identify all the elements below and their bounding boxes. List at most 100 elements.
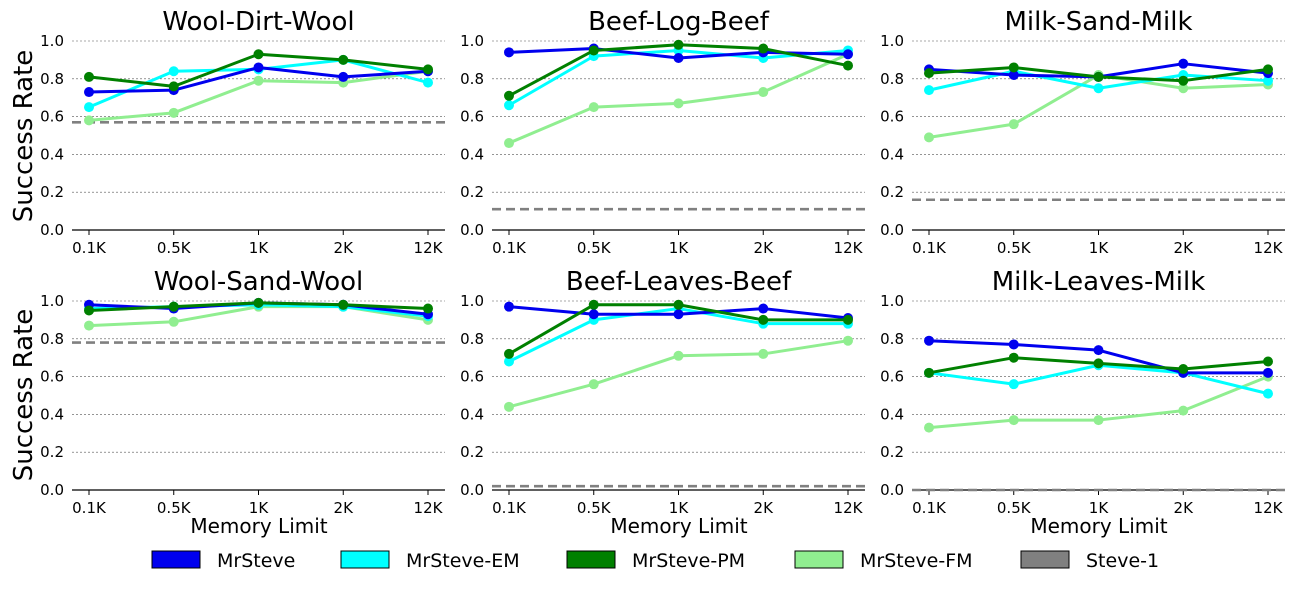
data-point <box>84 102 94 113</box>
data-point <box>1008 119 1019 130</box>
legend-swatch <box>1020 550 1070 569</box>
data-point <box>924 367 934 378</box>
panel-4: Wool-Sand-Wool 0.0 0.2 0.4 0.6 0.8 1.0 0.1K 0.5K… <box>40 267 445 517</box>
data-point <box>673 309 684 320</box>
legend: MrSteve MrSteve-EM MrSteve-PM MrSteve-FM Ste… <box>151 550 1159 572</box>
x-tick-label: 1K <box>249 499 270 517</box>
panel-3: Milk-Sand-Milk 0.0 0.2 0.4 0.6 0.8 1.0 0.1K 0.5K… <box>880 7 1285 257</box>
panel-title: Beef-Log-Beef <box>588 7 770 37</box>
data-point <box>504 138 514 149</box>
data-point <box>1008 352 1019 363</box>
y-tick-label: 1.0 <box>40 32 64 50</box>
data-point <box>1178 75 1189 86</box>
legend-swatch <box>151 550 201 569</box>
data-point <box>843 314 853 325</box>
x-tick-label: 0.5K <box>157 239 192 257</box>
panel-5: Beef-Leaves-Beef 0.0 0.2 0.4 0.6 0.8 1.0 0.1K 0.… <box>460 267 865 517</box>
data-point <box>1093 415 1104 426</box>
data-point <box>673 350 684 361</box>
panel-6: Milk-Leaves-Milk 0.0 0.2 0.4 0.6 0.8 1.0 0.1K 0.… <box>880 267 1285 517</box>
data-point <box>673 299 684 310</box>
data-point <box>758 303 769 314</box>
y-tick-label: 1.0 <box>880 292 904 310</box>
y-tick-label: 0.4 <box>40 405 64 423</box>
data-point <box>1008 379 1019 390</box>
y-tick-label: 0.8 <box>880 330 904 348</box>
y-tick-label: 1.0 <box>460 32 484 50</box>
y-tick-label: 0.0 <box>40 481 64 499</box>
y-tick-label: 0.0 <box>460 221 484 239</box>
data-point <box>504 348 514 359</box>
data-point <box>504 90 514 101</box>
data-point <box>1093 358 1104 369</box>
legend-label: MrSteve-PM <box>632 550 745 572</box>
data-point <box>843 49 853 60</box>
data-point <box>338 54 349 65</box>
data-point <box>84 87 94 98</box>
legend-swatch <box>340 550 390 569</box>
data-point <box>168 301 179 312</box>
x-axis-label-col-2: Memory Limit <box>610 514 747 538</box>
data-point <box>504 401 514 412</box>
data-point <box>423 303 433 314</box>
x-tick-label: 0.5K <box>997 499 1032 517</box>
y-tick-label: 0.6 <box>460 108 484 126</box>
data-point <box>1008 339 1019 350</box>
data-point <box>1263 388 1273 399</box>
x-tick-label: 1K <box>1089 499 1110 517</box>
data-point <box>1008 62 1019 73</box>
data-point <box>924 422 934 433</box>
data-point <box>588 379 599 390</box>
data-point <box>758 43 769 54</box>
y-tick-label: 0.2 <box>880 443 904 461</box>
x-tick-label: 0.5K <box>577 239 612 257</box>
data-point <box>504 301 514 312</box>
data-point <box>924 132 934 143</box>
data-point <box>504 100 514 111</box>
y-tick-label: 0.4 <box>880 405 904 423</box>
panel-2: Beef-Log-Beef 0.0 0.2 0.4 0.6 0.8 1.0 0.1K 0.5K 1… <box>460 7 865 257</box>
data-point <box>588 299 599 310</box>
data-point <box>338 299 349 310</box>
y-tick-label: 0.0 <box>880 221 904 239</box>
x-tick-label: 2K <box>334 239 355 257</box>
data-point <box>1263 356 1273 367</box>
y-tick-label: 0.8 <box>40 330 64 348</box>
data-point <box>1093 345 1104 356</box>
y-tick-label: 1.0 <box>880 32 904 50</box>
y-axis-label-row-1: Success Rate <box>9 50 39 223</box>
x-tick-label: 1K <box>669 239 690 257</box>
y-tick-label: 0.6 <box>40 368 64 386</box>
y-tick-label: 0.2 <box>40 183 64 201</box>
x-tick-label: 1K <box>249 239 270 257</box>
legend-label: MrSteve-FM <box>860 550 973 572</box>
y-tick-label: 0.0 <box>880 481 904 499</box>
x-tick-label: 2K <box>754 499 775 517</box>
panel-title: Milk-Sand-Milk <box>1004 7 1192 37</box>
x-tick-label: 0.1K <box>492 499 527 517</box>
panel-title: Milk-Leaves-Milk <box>992 267 1206 297</box>
y-tick-label: 1.0 <box>460 292 484 310</box>
data-point <box>758 87 769 98</box>
data-point <box>168 81 179 92</box>
y-tick-label: 0.8 <box>460 70 484 88</box>
x-tick-label: 2K <box>1174 499 1195 517</box>
data-point <box>673 39 684 50</box>
legend-label: Steve-1 <box>1086 550 1159 572</box>
x-tick-label: 12K <box>834 239 864 257</box>
x-tick-label: 12K <box>1254 499 1284 517</box>
legend-label: MrSteve-EM <box>406 550 520 572</box>
x-axis-label-col-1: Memory Limit <box>190 514 327 538</box>
x-tick-label: 0.1K <box>72 239 107 257</box>
series-line <box>508 339 849 409</box>
panels: Wool-Dirt-Wool 0.0 0.2 0.4 0.6 0.8 1.0 0.1K 0.5K… <box>40 7 1285 517</box>
data-point <box>1178 364 1189 375</box>
data-point <box>168 316 179 327</box>
data-point <box>504 47 514 58</box>
panel-title: Wool-Dirt-Wool <box>162 7 354 37</box>
data-point <box>758 348 769 359</box>
data-point <box>673 53 684 64</box>
data-point <box>1178 405 1189 416</box>
x-tick-label: 2K <box>754 239 775 257</box>
